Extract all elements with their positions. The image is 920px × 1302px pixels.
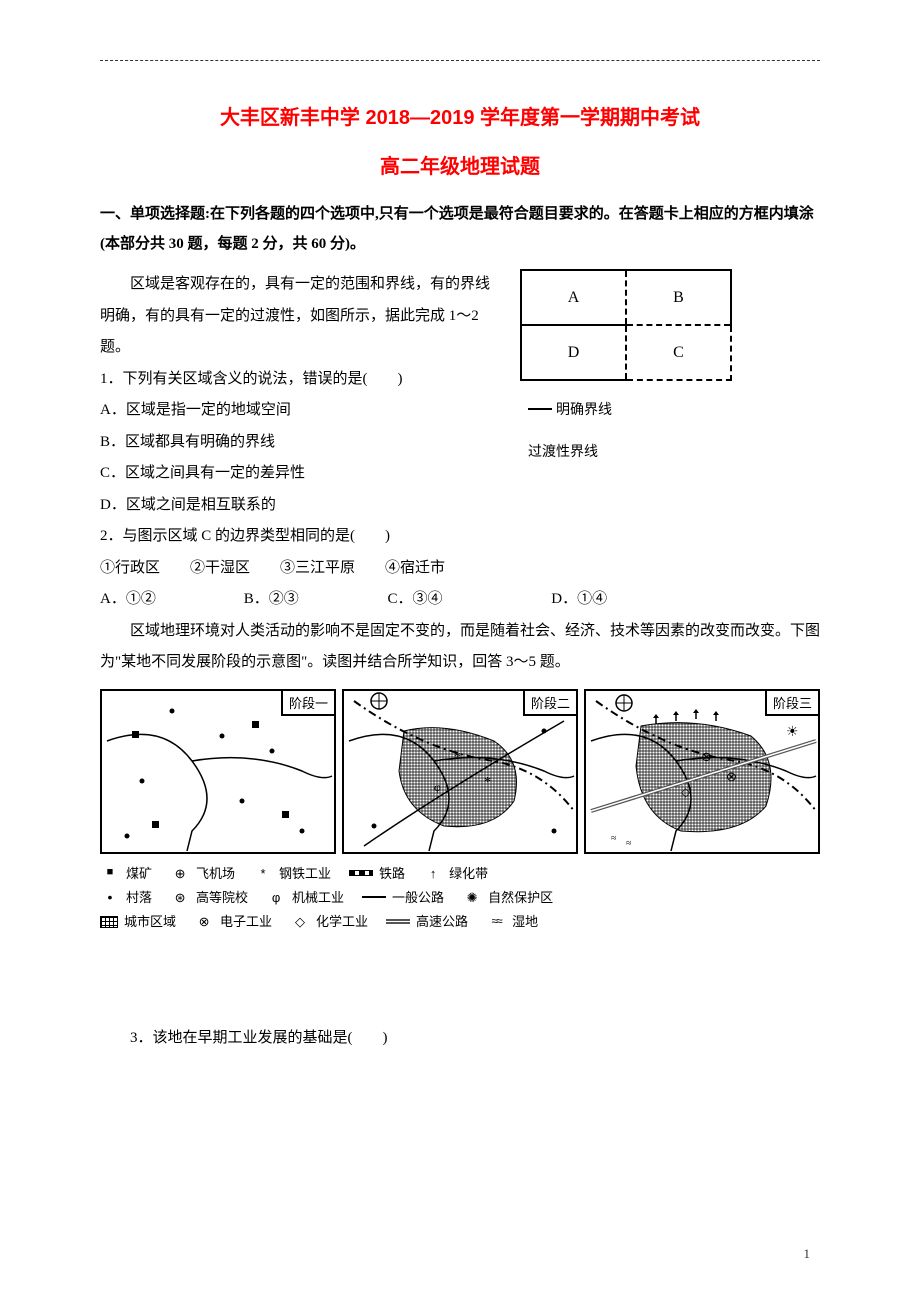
- svg-text:☀: ☀: [786, 725, 799, 740]
- stage-1-label: 阶段一: [281, 691, 334, 716]
- highway-icon: [386, 919, 410, 924]
- legend-electronics: ⊗电子工业: [194, 910, 272, 933]
- dashed-line-label: 过渡性界线: [528, 441, 612, 461]
- cell-d: D: [521, 325, 626, 380]
- stage-2-label: 阶段二: [523, 691, 576, 716]
- rail-icon: [349, 870, 373, 876]
- svg-text:◇: ◇: [681, 785, 691, 799]
- legend-university: ⊛高等院校: [170, 885, 248, 910]
- legend-highway: 高速公路: [386, 910, 468, 933]
- city-icon: [100, 916, 118, 928]
- svg-text:⊗: ⊗: [701, 749, 712, 764]
- village-icon: •: [100, 885, 120, 910]
- svg-text:*: *: [454, 750, 461, 765]
- exam-title: 大丰区新丰中学 2018—2019 学年度第一学期期中考试: [100, 101, 820, 130]
- legend-coal: ■煤矿: [100, 862, 152, 885]
- svg-text:⊗: ⊗: [726, 769, 737, 784]
- abcd-boundary-diagram: A B D C 明确界线 过渡性界线: [520, 269, 820, 461]
- stage-3-panel: 阶段三: [584, 689, 820, 854]
- legend-chemical: ◇化学工业: [290, 910, 368, 933]
- legend-airport: ⊕飞机场: [170, 862, 235, 885]
- legend-machine: φ机械工业: [266, 885, 344, 910]
- q1-opt-d: D．区域之间是相互联系的: [100, 490, 820, 522]
- cell-b: B: [626, 270, 731, 325]
- page-number: 1: [804, 1246, 811, 1262]
- chemical-icon: ◇: [290, 910, 310, 933]
- legend-green: ↑绿化带: [423, 862, 488, 885]
- section-1-header: 一、单项选择题:在下列各题的四个选项中,只有一个选项是最符合题目要求的。在答题卡…: [100, 199, 820, 259]
- cell-c: C: [626, 325, 731, 380]
- q3-stem: 3．该地在早期工业发展的基础是( ): [100, 1023, 820, 1055]
- legend-rail: 铁路: [349, 862, 405, 885]
- abcd-legend: 明确界线 过渡性界线: [528, 381, 612, 461]
- legend-village: •村落: [100, 885, 152, 910]
- q1-q2-block: 区域是客观存在的，具有一定的范围和界线，有的界线明确，有的具有一定的过渡性，如图…: [100, 269, 820, 616]
- electronics-icon: ⊗: [194, 910, 214, 933]
- coal-icon: ■: [100, 863, 120, 883]
- q2-options: A．①② B．②③ C．③④ D．①④: [100, 584, 820, 616]
- solid-line-label: 明确界线: [528, 399, 612, 419]
- road-icon: [362, 896, 386, 898]
- stage-2-panel: 阶段二 * * φ: [342, 689, 578, 854]
- legend: ■煤矿 ⊕飞机场 *钢铁工业 铁路 ↑绿化带 •村落 ⊛高等院校 φ机械工业 一…: [100, 862, 820, 934]
- wetland-icon: ≈≈: [486, 911, 506, 933]
- reserve-icon: ✺: [462, 886, 482, 909]
- exam-subtitle: 高二年级地理试题: [100, 150, 820, 179]
- stages-figure: 阶段一 阶段二: [100, 689, 820, 934]
- legend-city: 城市区域: [100, 910, 176, 933]
- q1-stem: 1．下列有关区域含义的说法，错误的是( ): [100, 364, 500, 396]
- intro-1: 区域是客观存在的，具有一定的范围和界线，有的界线明确，有的具有一定的过渡性，如图…: [100, 269, 500, 364]
- legend-wetland: ≈≈湿地: [486, 910, 538, 933]
- q2-opt-a: A．①②: [100, 584, 240, 616]
- solid-line-icon: [528, 408, 552, 410]
- q2-items: ①行政区 ②干湿区 ③三江平原 ④宿迁市: [100, 553, 820, 585]
- q1-opt-c: C．区域之间具有一定的差异性: [100, 458, 820, 490]
- legend-steel: *钢铁工业: [253, 862, 331, 885]
- svg-text:φ: φ: [434, 780, 441, 794]
- stage-1-panel: 阶段一: [100, 689, 336, 854]
- abcd-table: A B D C: [520, 269, 732, 381]
- cell-a: A: [521, 270, 626, 325]
- svg-text:≈: ≈: [626, 838, 632, 849]
- university-icon: ⊛: [170, 886, 190, 909]
- solid-label-text: 明确界线: [556, 399, 612, 419]
- legend-reserve: ✺自然保护区: [462, 885, 553, 910]
- q2-opt-d: D．①④: [551, 584, 671, 616]
- intro-2: 区域地理环境对人类活动的影响不是固定不变的，而是随着社会、经济、技术等因素的改变…: [100, 616, 820, 679]
- steel-icon: *: [253, 862, 273, 885]
- svg-text:*: *: [484, 775, 491, 790]
- airport-icon: ⊕: [170, 862, 190, 885]
- greenbelt-icon: ↑: [423, 862, 443, 885]
- q2-stem: 2．与图示区域 C 的边界类型相同的是( ): [100, 521, 820, 553]
- stage-3-label: 阶段三: [765, 691, 818, 716]
- q2-opt-b: B．②③: [244, 584, 384, 616]
- svg-text:≈: ≈: [611, 833, 617, 844]
- q2-opt-c: C．③④: [388, 584, 548, 616]
- top-divider: [100, 60, 820, 61]
- legend-road: 一般公路: [362, 885, 444, 910]
- machine-icon: φ: [266, 886, 286, 909]
